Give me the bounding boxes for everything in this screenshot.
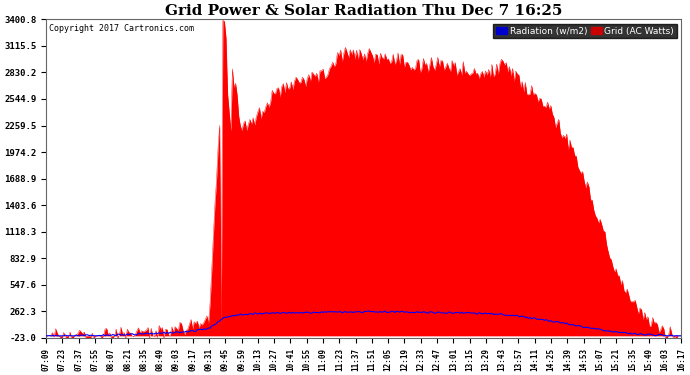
Title: Grid Power & Solar Radiation Thu Dec 7 16:25: Grid Power & Solar Radiation Thu Dec 7 1… [165, 4, 562, 18]
Text: Copyright 2017 Cartronics.com: Copyright 2017 Cartronics.com [49, 24, 195, 33]
Legend: Radiation (w/m2), Grid (AC Watts): Radiation (w/m2), Grid (AC Watts) [493, 24, 677, 38]
